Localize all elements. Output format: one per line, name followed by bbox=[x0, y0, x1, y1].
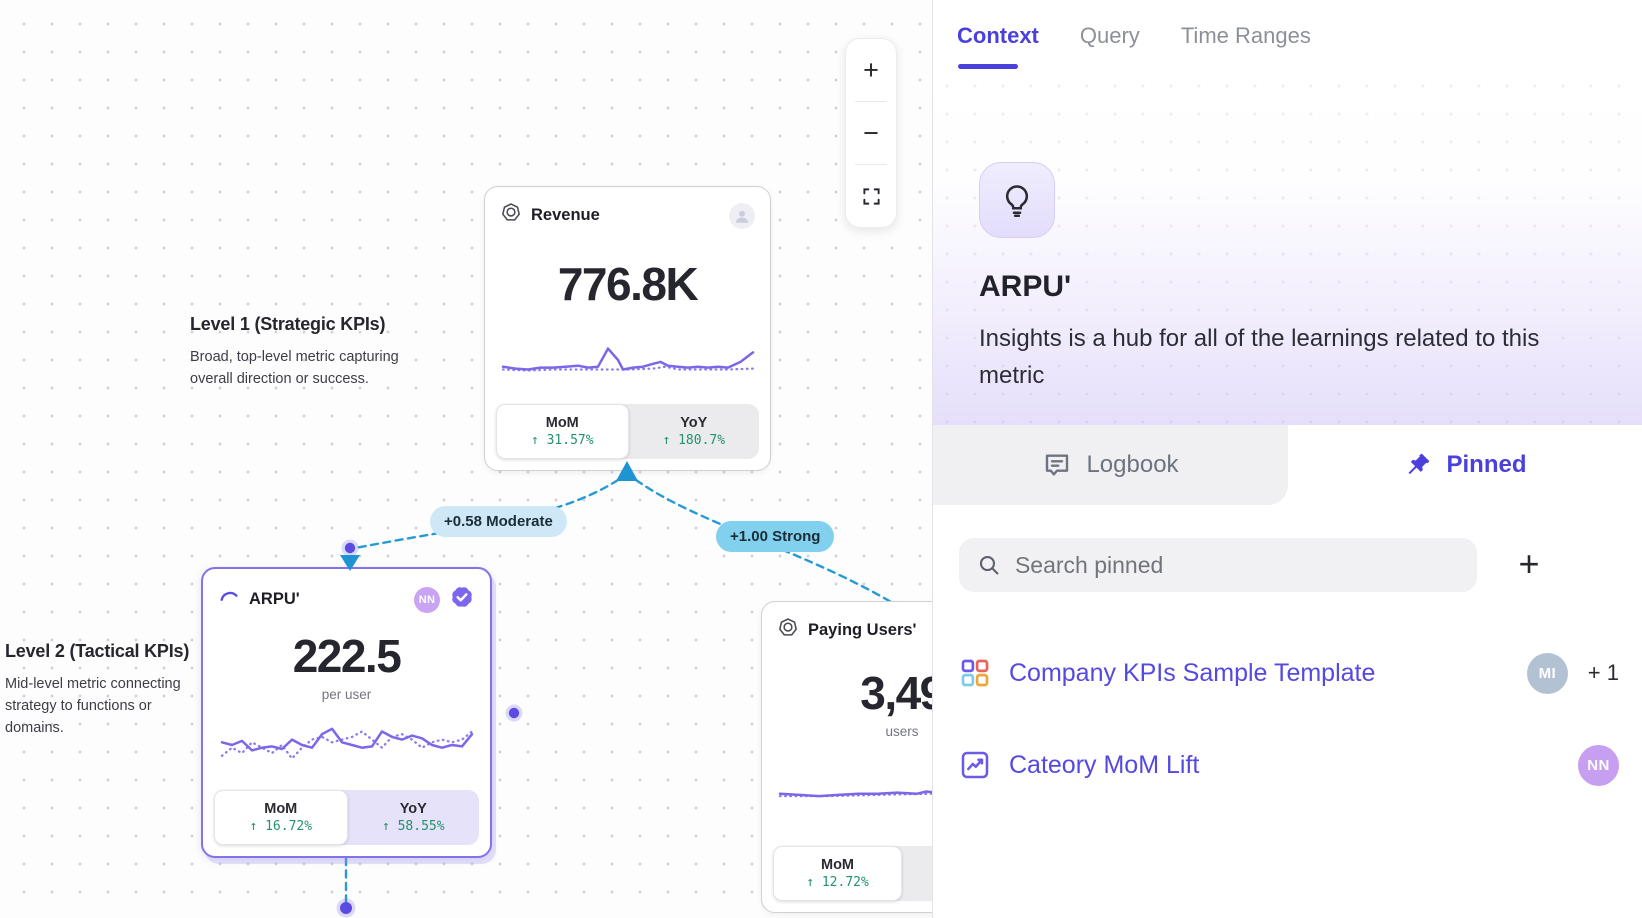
search-input[interactable] bbox=[1014, 551, 1459, 579]
mom-tab[interactable]: MoM ↑ 31.57% bbox=[496, 404, 629, 459]
mom-delta: ↑ 12.72% bbox=[806, 875, 869, 890]
sparkline-chart bbox=[220, 727, 473, 761]
yoy-tab[interactable]: YoY ↑ 180.7% bbox=[662, 415, 726, 448]
metric-card-revenue[interactable]: Revenue 776.8K MoM ↑ 31.57% YoY ↑ 180.7% bbox=[484, 186, 771, 471]
level1-title: Level 1 (Strategic KPIs) bbox=[190, 314, 386, 334]
correlation-label-strong[interactable]: +1.00 Strong bbox=[716, 521, 835, 552]
insight-chip bbox=[979, 162, 1055, 238]
level2-title: Level 2 (Tactical KPIs) bbox=[5, 641, 190, 661]
level1-group-label: Level 1 (Strategic KPIs) Broad, top-leve… bbox=[190, 314, 428, 391]
lightbulb-icon bbox=[1005, 185, 1029, 218]
pushpin-icon bbox=[1409, 453, 1430, 475]
tab-time-ranges[interactable]: Time Ranges bbox=[1180, 23, 1311, 48]
card-title: ARPU' bbox=[249, 590, 300, 608]
level2-group-label: Level 2 (Tactical KPIs) Mid-level metric… bbox=[5, 641, 213, 739]
logbook-comment-icon bbox=[1046, 454, 1069, 476]
metric-heptagon-icon bbox=[500, 202, 522, 229]
metric-heptagon-icon bbox=[777, 617, 799, 644]
metric-unit: users bbox=[885, 724, 919, 739]
owner-avatar[interactable]: NN bbox=[414, 586, 440, 613]
mom-delta: ↑ 16.72% bbox=[249, 819, 313, 834]
pinned-search[interactable] bbox=[959, 538, 1477, 592]
pinned-item-template[interactable]: Company KPIs Sample Template MI + 1 bbox=[959, 649, 1619, 697]
sparkline-chart bbox=[501, 347, 754, 372]
yoy-tab[interactable]: YoY ↑ 58.55% bbox=[381, 801, 445, 834]
verified-badge-icon bbox=[449, 584, 475, 615]
card-title: Revenue bbox=[531, 206, 600, 224]
extra-collaborators-count: + 1 bbox=[1587, 660, 1619, 685]
avatar[interactable]: NN bbox=[1578, 744, 1619, 786]
metric-hero-section: ARPU' Insights is a hub for all of the l… bbox=[933, 72, 1642, 425]
mom-delta: ↑ 31.57% bbox=[530, 433, 594, 448]
pinned-item-chart[interactable]: Cateory MoM Lift NN bbox=[959, 741, 1619, 789]
canvas-zoom-toolbar: + − bbox=[845, 38, 897, 228]
logbook-pinned-tabs: Logbook Pinned bbox=[933, 425, 1642, 505]
sidebar-tab-bar: Context Query Time Ranges bbox=[933, 0, 1642, 72]
tab-query[interactable]: Query bbox=[1079, 23, 1140, 48]
avatar[interactable]: MI bbox=[1526, 652, 1568, 694]
tab-context[interactable]: Context bbox=[957, 0, 1039, 72]
chart-icon bbox=[961, 751, 989, 779]
metric-name-heading: ARPU' bbox=[979, 270, 1072, 303]
mom-tab[interactable]: MoM ↑ 12.72% bbox=[773, 846, 902, 901]
card-title: Paying Users' bbox=[808, 621, 917, 639]
metric-value: 3,49 bbox=[860, 667, 945, 719]
add-pinned-button[interactable]: + bbox=[1506, 541, 1552, 587]
yoy-delta: ↑ 58.55% bbox=[381, 819, 445, 834]
metric-card-arpu[interactable]: ARPU' NN 222.5 per user bbox=[201, 567, 492, 858]
yoy-delta: ↑ 180.7% bbox=[662, 433, 726, 448]
metric-unit: per user bbox=[321, 687, 372, 702]
pinned-panel: + Company KPIs Sample Template MI + 1 bbox=[933, 505, 1642, 918]
template-grid-icon bbox=[961, 659, 989, 687]
level1-description: Broad, top-level metric capturing overal… bbox=[190, 349, 399, 387]
divider bbox=[855, 164, 887, 165]
mom-tab[interactable]: MoM ↑ 16.72% bbox=[214, 790, 348, 845]
metric-description: Insights is a hub for all of the learnin… bbox=[979, 325, 1540, 390]
details-sidebar: Context Query Time Ranges ARPU' Insights… bbox=[932, 0, 1642, 918]
divider bbox=[855, 101, 887, 102]
fullscreen-icon bbox=[862, 187, 880, 205]
level2-description: Mid-level metric connecting strategy to … bbox=[5, 676, 181, 736]
metric-tree-canvas[interactable]: Level 1 (Strategic KPIs) Broad, top-leve… bbox=[0, 0, 1043, 918]
zoom-out-button[interactable]: − bbox=[863, 117, 879, 148]
pinned-item-label[interactable]: Cateory MoM Lift bbox=[1009, 750, 1200, 779]
fit-view-button[interactable] bbox=[846, 165, 896, 227]
metric-value: 776.8K bbox=[557, 258, 699, 310]
metric-value: 222.5 bbox=[292, 630, 402, 682]
owner-avatar-icon[interactable] bbox=[729, 202, 755, 229]
zoom-in-button[interactable]: + bbox=[863, 54, 879, 85]
pinned-item-label[interactable]: Company KPIs Sample Template bbox=[1009, 658, 1376, 687]
correlation-label-moderate[interactable]: +0.58 Moderate bbox=[430, 506, 567, 537]
tab-pinned[interactable]: Pinned bbox=[1288, 425, 1642, 505]
metric-curve-icon bbox=[218, 586, 240, 613]
tab-logbook[interactable]: Logbook bbox=[933, 425, 1288, 505]
search-icon bbox=[979, 555, 999, 575]
